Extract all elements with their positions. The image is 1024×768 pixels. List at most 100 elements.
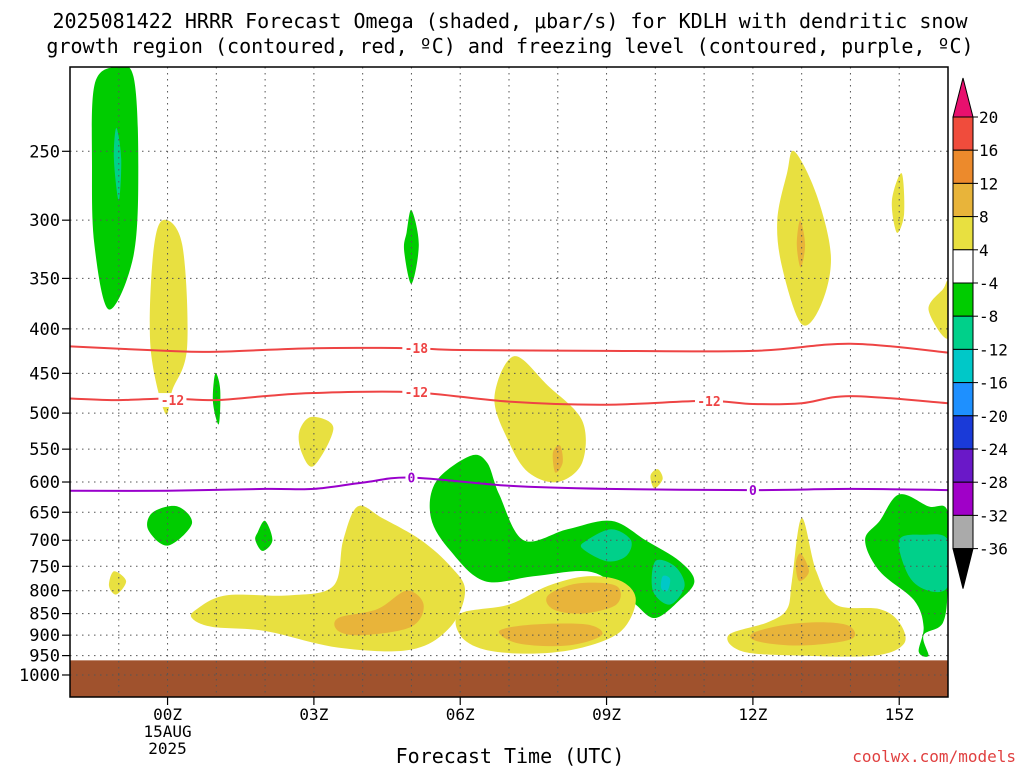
omega-region-orange-bottom-left xyxy=(334,590,424,636)
y-tick-label-850: 850 xyxy=(29,605,60,625)
chart-title-line-2: growth region (contoured, red, ºC) and f… xyxy=(46,34,973,58)
y-tick-label-800: 800 xyxy=(29,582,60,602)
colorbar-label-11: -28 xyxy=(979,473,1008,492)
x-tick-label-00Z: 00Z xyxy=(153,705,182,724)
x-tick-label-06Z: 06Z xyxy=(446,705,475,724)
contour-label-bg-3 xyxy=(694,393,723,408)
colorbar-box-3 xyxy=(952,182,974,218)
omega-region-orange-mid-right xyxy=(552,445,563,473)
colorbar-label-3: 8 xyxy=(979,208,989,227)
omega-region-orange-bottom-right-a xyxy=(750,622,856,646)
colorbar-box-12 xyxy=(952,481,974,516)
colorbar-box-7 xyxy=(952,315,974,350)
y-tick-label-250: 250 xyxy=(29,142,60,162)
colorbar-label-2: 12 xyxy=(979,174,998,193)
omega-region-orange-upper-right xyxy=(796,220,806,268)
omega-region-green-main xyxy=(429,454,695,619)
colorbar-box-8 xyxy=(952,348,974,384)
colorbar-box-13 xyxy=(952,514,974,550)
ground-fill xyxy=(70,660,948,697)
contour-label-2: -12 xyxy=(405,386,428,401)
shaded-omega-regions xyxy=(91,67,948,657)
x-tick-label-15Z: 15Z xyxy=(885,705,914,724)
x-axis-label: Forecast Time (UTC) xyxy=(396,744,625,768)
colorbar-box-4 xyxy=(952,216,974,251)
colorbar-label-12: -32 xyxy=(979,506,1008,525)
contour-labels: -18 -12 -12 -12 0 0 xyxy=(158,341,759,499)
omega-region-green-small-480 xyxy=(212,373,221,425)
omega-region-orange-bottom-right-b xyxy=(795,553,810,582)
contour-label-bg-0 xyxy=(402,341,431,356)
colorbar-label-13: -36 xyxy=(979,540,1008,559)
contour-label-bg-1 xyxy=(158,393,187,408)
colorbar-box-2 xyxy=(952,149,974,184)
y-tick-label-450: 450 xyxy=(29,364,60,384)
x-tick-label-12Z: 12Z xyxy=(738,705,767,724)
y-tick-label-900: 900 xyxy=(29,626,60,646)
colorbar-box-9 xyxy=(952,382,974,417)
colorbar-box-1 xyxy=(952,116,974,151)
omega-region-cyan-main xyxy=(660,575,671,592)
contour-label-bg-4 xyxy=(405,470,418,485)
colorbar-label-6: -8 xyxy=(979,307,998,326)
credit-text: coolwx.com/models xyxy=(852,747,1016,766)
colorbar-box-10 xyxy=(952,415,974,450)
below-ground-area xyxy=(70,660,948,697)
colorbar-label-0: 20 xyxy=(979,108,998,127)
colorbar-box-5 xyxy=(952,249,974,284)
contour-label-bg-2 xyxy=(402,385,431,400)
y-tick-label-400: 400 xyxy=(29,320,60,340)
colorbar-label-1: 16 xyxy=(979,141,998,160)
x-tick-date: 15AUG xyxy=(143,722,191,741)
y-tick-label-350: 350 xyxy=(29,269,60,289)
omega-region-teal-main-a xyxy=(580,529,632,562)
contour-line-0-2 xyxy=(70,476,948,492)
x-tick-label-03Z: 03Z xyxy=(299,705,328,724)
pressure-axis: 2503003504004505005506006507007508008509… xyxy=(19,142,70,686)
y-tick-label-650: 650 xyxy=(29,503,60,523)
contour-label-4: 0 xyxy=(408,472,416,487)
grid-lines xyxy=(70,67,948,697)
colorbar-legend: 20 16 12 8 4 -4 -8 -12 -16 -20 -24 -28 -32 -36 xyxy=(952,77,1008,589)
omega-region-green-upper-left xyxy=(91,67,139,310)
contour-label-3: -12 xyxy=(697,395,720,410)
omega-region-green-small-300 xyxy=(403,209,419,284)
omega-region-yellow-small-600 xyxy=(650,469,663,489)
contour-label-1: -12 xyxy=(161,394,184,409)
colorbar-box-11 xyxy=(952,448,974,483)
colorbar-label-10: -24 xyxy=(979,440,1008,459)
chart-title-line-1: 2025081422 HRRR Forecast Omega (shaded, … xyxy=(52,9,968,33)
y-tick-label-1000: 1000 xyxy=(19,666,60,686)
omega-region-yellow-bottom-right xyxy=(727,517,906,657)
y-tick-label-750: 750 xyxy=(29,557,60,577)
colorbar-label-9: -20 xyxy=(979,407,1008,426)
omega-region-yellow-540 xyxy=(298,416,334,467)
contour-line--18-0 xyxy=(70,342,948,354)
colorbar-box-6 xyxy=(952,282,974,317)
y-tick-label-950: 950 xyxy=(29,647,60,667)
omega-region-yellow-770 xyxy=(108,571,127,595)
omega-region-yellow-edge-right xyxy=(928,280,948,339)
colorbar-label-5: -4 xyxy=(979,274,998,293)
contour-label-0: -18 xyxy=(405,342,429,357)
omega-region-green-660 xyxy=(147,505,193,546)
omega-region-yellow-small-280 xyxy=(891,173,905,233)
y-tick-label-600: 600 xyxy=(29,473,60,493)
omega-region-yellow-bottom-left xyxy=(190,505,466,652)
omega-region-teal-upper-left xyxy=(113,127,122,201)
y-tick-label-700: 700 xyxy=(29,531,60,551)
omega-region-yellow-upper-left xyxy=(149,219,188,415)
y-tick-label-500: 500 xyxy=(29,404,60,424)
colorbar-bottom-arrow xyxy=(952,548,974,589)
x-tick-year: 2025 xyxy=(148,739,187,758)
omega-region-green-700 xyxy=(255,520,273,551)
omega-region-orange-bottom-mid-a xyxy=(546,582,621,614)
y-tick-label-300: 300 xyxy=(29,211,60,231)
colorbar-label-7: -12 xyxy=(979,340,1008,359)
omega-region-yellow-mid-right xyxy=(494,356,586,483)
omega-region-teal-lower-right xyxy=(898,534,948,593)
colorbar-top-arrow xyxy=(952,77,974,118)
plot-frame xyxy=(69,66,949,698)
